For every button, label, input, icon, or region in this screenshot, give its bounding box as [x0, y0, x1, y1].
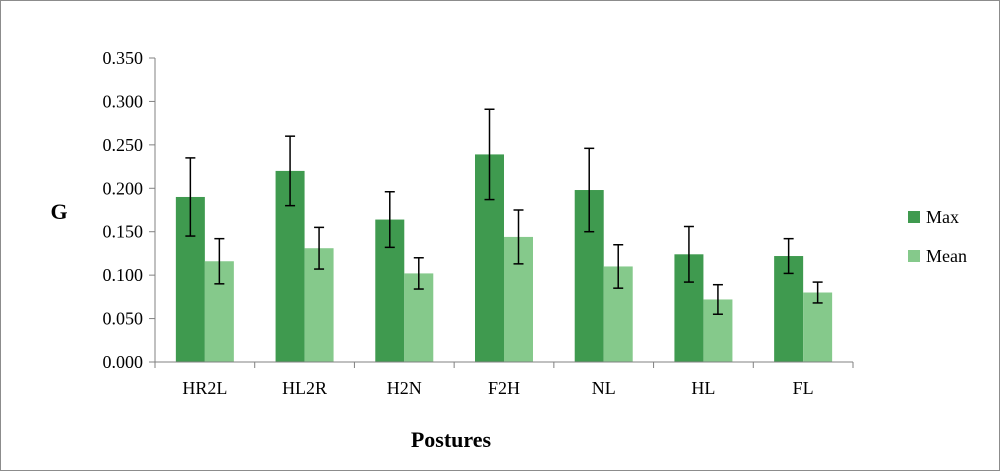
y-tick-label: 0.200: [103, 178, 144, 198]
error-bar: [812, 281, 823, 304]
x-tick-label: H2N: [387, 378, 422, 398]
error-bar: [185, 157, 196, 237]
error-bar: [413, 257, 424, 290]
y-tick-labels: 0.000 0.050 0.100 0.150 0.200 0.250 0.300 0.350: [103, 48, 144, 372]
x-tick-label: HR2L: [182, 378, 227, 398]
x-tick-label: HL2R: [282, 378, 327, 398]
error-bars: [185, 108, 823, 315]
x-tick-label: FL: [793, 378, 814, 398]
error-bar: [783, 237, 794, 275]
y-axis-title: G: [50, 199, 67, 224]
y-tick-label: 0.050: [103, 309, 144, 329]
x-tick-label: NL: [592, 378, 616, 398]
error-bar: [214, 237, 225, 285]
x-tick-marks: [154, 362, 854, 368]
legend: Max Mean: [908, 207, 967, 266]
x-axis-title: Postures: [411, 427, 492, 452]
bar-mean: [803, 292, 833, 362]
x-tick-labels: HR2L HL2R H2N F2H NL HL FL: [182, 378, 813, 398]
legend-swatch-max: [908, 211, 920, 223]
y-tick-label: 0.350: [103, 48, 144, 68]
error-bar: [683, 225, 694, 283]
y-tick-label: 0.300: [103, 91, 144, 111]
legend-label-max: Max: [926, 207, 959, 227]
y-tick-label: 0.000: [103, 352, 144, 372]
y-tick-marks: [149, 57, 155, 363]
y-tick-label: 0.250: [103, 135, 144, 155]
error-bar: [484, 108, 495, 201]
error-bar: [712, 283, 723, 315]
y-tick-label: 0.150: [103, 222, 144, 242]
bars: [175, 154, 833, 362]
error-bar: [384, 191, 395, 249]
x-tick-label: F2H: [488, 378, 520, 398]
error-bar: [584, 147, 595, 233]
x-tick-label: HL: [691, 378, 715, 398]
error-bar: [285, 135, 296, 207]
error-bar: [513, 209, 524, 265]
error-bar: [314, 226, 325, 270]
y-tick-label: 0.100: [103, 265, 144, 285]
legend-swatch-mean: [908, 250, 920, 262]
error-bar: [613, 243, 624, 289]
legend-label-mean: Mean: [926, 246, 967, 266]
